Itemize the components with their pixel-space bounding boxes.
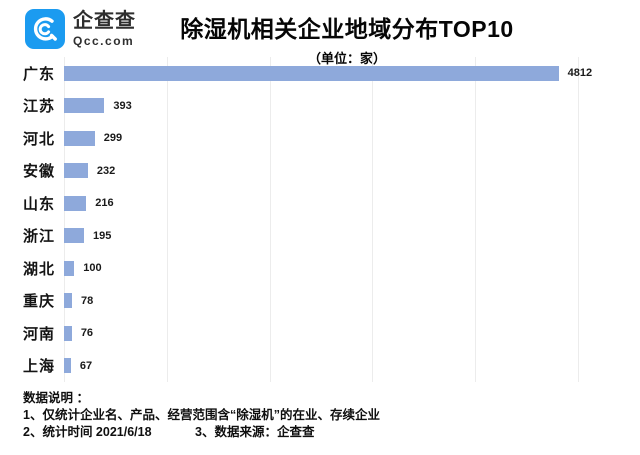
bar-track: 4812 — [64, 65, 592, 81]
bar — [64, 195, 87, 211]
category-label: 安徽 — [23, 163, 56, 181]
category-label: 江苏 — [23, 98, 56, 116]
value-label: 232 — [96, 164, 116, 177]
chart-row: 河北 299 — [23, 122, 617, 155]
bar-chart-rows: 广东 4812 江苏 393 河北 299 安徽 232 山东 216 — [23, 57, 617, 382]
qcc-logo: 企查查 Qcc.com — [25, 9, 136, 49]
bar — [64, 228, 85, 244]
bar-track: 100 — [64, 260, 578, 276]
chart-row: 湖北 100 — [23, 252, 617, 285]
note-2-row: 2、统计时间 2021/6/18 3、数据来源：企查查 — [23, 424, 380, 441]
value-label: 76 — [80, 327, 94, 340]
bar — [64, 163, 88, 179]
category-label: 湖北 — [23, 260, 56, 278]
gridline — [166, 57, 168, 382]
category-label: 重庆 — [23, 293, 56, 311]
bar-chart: 广东 4812 江苏 393 河北 299 安徽 232 山东 216 — [23, 57, 617, 382]
note-1: 1、仅统计企业名、产品、经营范围含“除湿机”的在业、存续企业 — [23, 408, 380, 422]
bar-track: 299 — [64, 130, 578, 146]
value-label: 195 — [93, 229, 112, 242]
chart-row: 山东 216 — [23, 187, 617, 220]
gridline — [475, 57, 477, 382]
category-label: 河南 — [23, 325, 56, 343]
value-label: 100 — [83, 262, 102, 275]
bar-track: 78 — [64, 293, 578, 309]
value-label: 393 — [113, 99, 132, 112]
gridline — [64, 57, 65, 382]
category-label: 山东 — [23, 195, 56, 213]
data-notes: 数据说明 ： 1、仅统计企业名、产品、经营范围含“除湿机”的在业、存续企业 2、… — [23, 390, 380, 441]
gridline — [578, 57, 579, 382]
category-label: 广东 — [23, 65, 56, 83]
qcc-logo-name: 企查查 — [73, 10, 136, 32]
bar — [64, 130, 95, 146]
value-label: 299 — [103, 132, 123, 145]
note-3: 3、数据来源：企查查 — [195, 425, 315, 439]
notes-heading: 数据说明 ： — [23, 391, 89, 405]
category-label: 浙江 — [23, 228, 56, 246]
note-2: 2、统计时间 2021/6/18 — [23, 425, 152, 439]
bar-track: 76 — [64, 325, 578, 341]
bar — [64, 260, 75, 276]
qcc-logo-domain: Qcc.com — [73, 34, 135, 48]
value-label: 78 — [81, 294, 94, 307]
value-label: 4812 — [567, 67, 593, 80]
bar — [64, 358, 71, 374]
chart-row: 江苏 393 — [23, 90, 617, 123]
category-label: 河北 — [23, 130, 56, 148]
bar-track: 67 — [64, 358, 578, 374]
chart-row: 重庆 78 — [23, 285, 617, 318]
value-label: 216 — [95, 197, 114, 210]
chart-row: 河南 76 — [23, 317, 617, 350]
bar — [64, 98, 105, 114]
bar-track: 393 — [64, 98, 578, 114]
chart-row: 上海 67 — [23, 350, 617, 383]
chart-row: 安徽 232 — [23, 155, 617, 188]
bar — [64, 325, 72, 341]
qcc-logo-text: 企查查 Qcc.com — [73, 11, 136, 47]
category-label: 上海 — [23, 358, 56, 376]
gridline — [269, 57, 271, 382]
chart-row: 广东 4812 — [23, 57, 617, 90]
chart-title: 除湿机相关企业地域分布TOP10 — [180, 16, 514, 42]
bar — [64, 293, 73, 309]
bar — [64, 65, 559, 81]
gridline — [372, 57, 374, 382]
chart-header: 除湿机相关企业地域分布TOP10 （单位：家） — [0, 10, 640, 67]
value-label: 67 — [79, 359, 93, 372]
bar-track: 216 — [64, 195, 578, 211]
gridline-layer — [64, 57, 579, 382]
chart-subtitle: （单位：家） — [307, 51, 386, 66]
chart-row: 浙江 195 — [23, 220, 617, 253]
qcc-logo-icon — [25, 9, 65, 49]
bar-track: 195 — [64, 228, 578, 244]
bar-track: 232 — [64, 163, 578, 179]
